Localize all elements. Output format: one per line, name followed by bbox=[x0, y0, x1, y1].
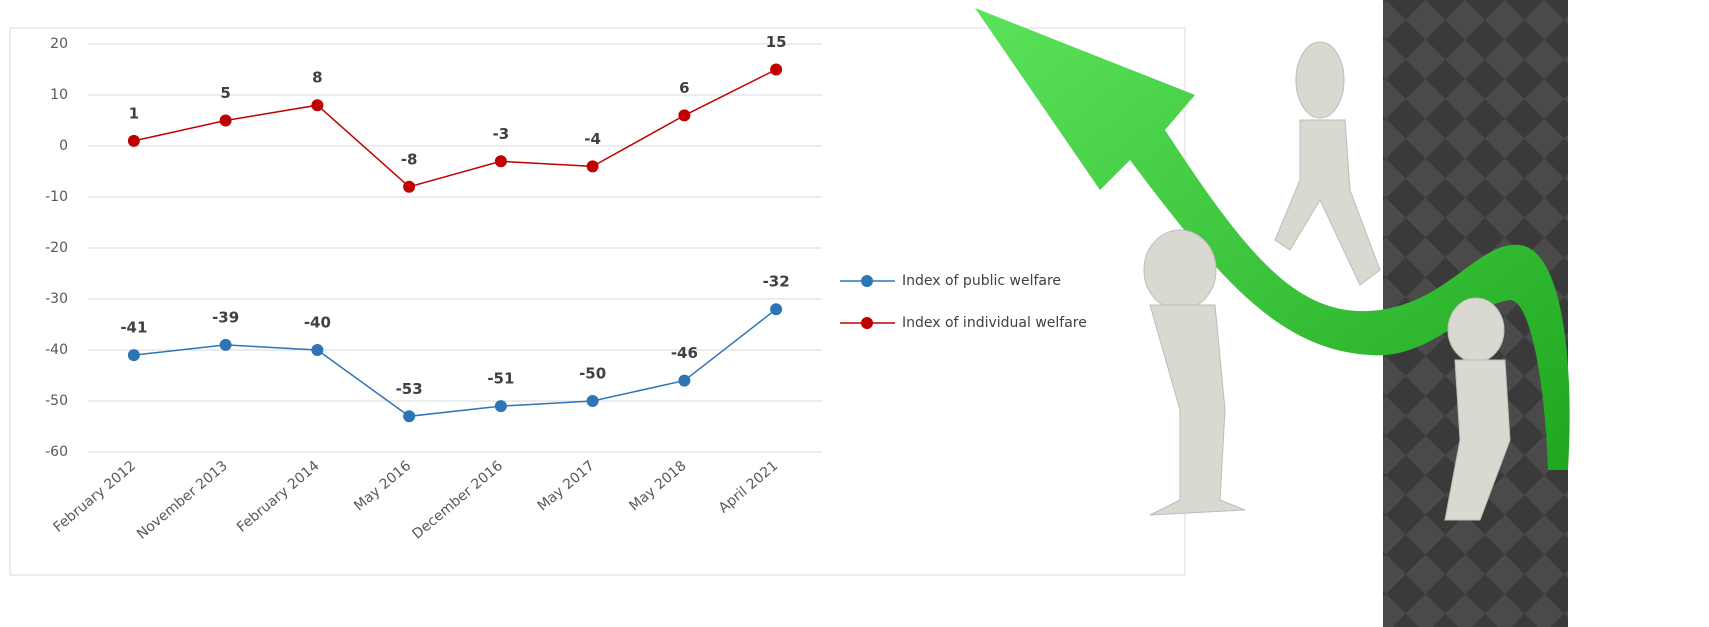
y-tick-label: -30 bbox=[45, 291, 68, 307]
legend-label: Index of public welfare bbox=[902, 273, 1061, 289]
y-tick-label: -50 bbox=[45, 393, 68, 409]
series-line bbox=[133, 308, 777, 418]
decoration bbox=[975, 0, 1570, 627]
data-label: -8 bbox=[401, 150, 418, 168]
series-line bbox=[133, 68, 777, 188]
y-tick-label: 10 bbox=[50, 87, 68, 103]
data-point bbox=[219, 114, 232, 127]
arrow bbox=[975, 8, 1570, 470]
figures bbox=[1143, 41, 1511, 521]
data-point bbox=[586, 395, 599, 407]
data-point bbox=[403, 410, 416, 423]
data-point bbox=[403, 180, 416, 193]
data-point bbox=[494, 155, 507, 168]
data-point bbox=[219, 338, 232, 351]
y-tick-label: -40 bbox=[45, 342, 68, 358]
data-label: -53 bbox=[396, 380, 423, 398]
legend-label: Index of individual welfare bbox=[902, 315, 1087, 331]
data-label: -39 bbox=[212, 308, 239, 326]
data-label: 5 bbox=[220, 84, 230, 102]
data-point bbox=[127, 134, 140, 147]
y-tick-label: -60 bbox=[45, 444, 68, 460]
data-point bbox=[494, 400, 507, 413]
data-label: -46 bbox=[671, 344, 698, 362]
data-point bbox=[311, 99, 324, 112]
data-label: -3 bbox=[493, 125, 510, 143]
data-label: -4 bbox=[584, 130, 601, 148]
chart-frame bbox=[9, 27, 1186, 576]
data-point bbox=[678, 374, 691, 387]
data-point bbox=[770, 63, 783, 76]
y-tick-label: 0 bbox=[59, 138, 68, 154]
y-tick-label: 20 bbox=[50, 36, 68, 52]
legend-marker bbox=[861, 275, 873, 287]
data-point bbox=[127, 349, 140, 362]
data-point bbox=[770, 303, 783, 316]
data-label: -32 bbox=[763, 273, 790, 291]
legend-marker bbox=[861, 317, 873, 329]
data-label: -41 bbox=[120, 319, 147, 337]
data-label: 8 bbox=[312, 69, 322, 87]
data-point bbox=[586, 160, 599, 173]
data-point bbox=[678, 109, 691, 122]
data-label: -51 bbox=[487, 370, 514, 388]
data-point bbox=[311, 344, 324, 356]
data-label: -40 bbox=[304, 314, 331, 332]
data-label: 15 bbox=[766, 33, 787, 51]
data-label: -50 bbox=[579, 365, 606, 383]
data-label: 6 bbox=[679, 79, 689, 97]
data-label: 1 bbox=[129, 104, 139, 122]
y-tick-label: -10 bbox=[45, 189, 68, 205]
y-tick-label: -20 bbox=[45, 240, 68, 256]
